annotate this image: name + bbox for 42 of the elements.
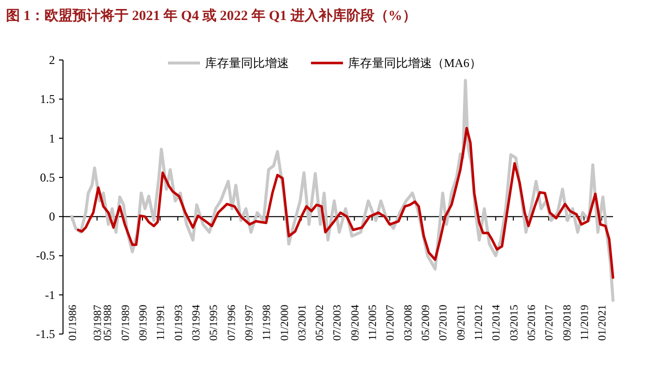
y-tick-label: 1 xyxy=(49,131,55,146)
x-tick-label: 01/1986 xyxy=(66,304,79,341)
y-tick-label: 0.5 xyxy=(40,170,55,184)
x-tick-label: 01/2007 xyxy=(384,304,397,341)
x-tick-label: 05/1995 xyxy=(208,304,220,341)
y-tick-label: -0.5 xyxy=(36,248,55,263)
x-tick-label: 07/2017 xyxy=(544,304,556,341)
x-tick-label: 01/1993 xyxy=(172,304,185,341)
x-tick-label: 11/2012 xyxy=(473,304,486,340)
x-tick-label: 07/1996 xyxy=(226,304,238,341)
x-tick-label: 03/2015 xyxy=(508,304,520,341)
x-tick-label: 07/1989 xyxy=(120,304,132,341)
legend-label: 库存量同比增速 xyxy=(205,56,289,70)
x-tick-label: 11/1991 xyxy=(155,304,168,340)
x-tick-label: 11/1998 xyxy=(261,304,274,340)
y-tick-label: -1 xyxy=(45,288,55,302)
x-tick-label: 09/1990 xyxy=(137,304,150,341)
y-tick-label: -1.5 xyxy=(36,327,55,341)
legend-label: 库存量同比增速（MA6） xyxy=(348,56,482,70)
x-tick-label: 03/1987 xyxy=(92,304,104,341)
x-tick-label: 01/2021 xyxy=(596,304,609,341)
x-tick-label: 09/2004 xyxy=(349,304,362,341)
x-tick-label: 07/2010 xyxy=(438,304,450,341)
x-tick-label: 03/2008 xyxy=(402,304,414,341)
x-tick-label: 03/2001 xyxy=(296,304,308,341)
chart-title: 图 1：欧盟预计将于 2021 年 Q4 或 2022 年 Q1 进入补库阶段（%） xyxy=(6,7,416,24)
x-tick-label: 07/2003 xyxy=(332,304,344,341)
x-tick-label: 01/2014 xyxy=(490,304,503,341)
x-tick-label: 05/2016 xyxy=(526,304,538,341)
x-tick-label: 05/2002 xyxy=(314,304,326,341)
x-tick-label: 09/2011 xyxy=(455,304,468,340)
x-tick-label: 05/2009 xyxy=(420,304,432,341)
x-tick-label: 09/1997 xyxy=(243,304,256,341)
x-tick-label: 09/2018 xyxy=(561,304,574,341)
y-tick-label: 0 xyxy=(49,210,55,224)
x-tick-label: 01/2000 xyxy=(278,304,291,341)
x-tick-label: 11/2019 xyxy=(578,304,591,340)
x-tick-label: 05/1988 xyxy=(102,304,114,341)
x-tick-label: 03/1994 xyxy=(190,304,202,341)
y-tick-label: 1.5 xyxy=(40,92,55,106)
x-tick-label: 11/2005 xyxy=(367,304,380,340)
y-tick-label: 2 xyxy=(49,53,55,67)
